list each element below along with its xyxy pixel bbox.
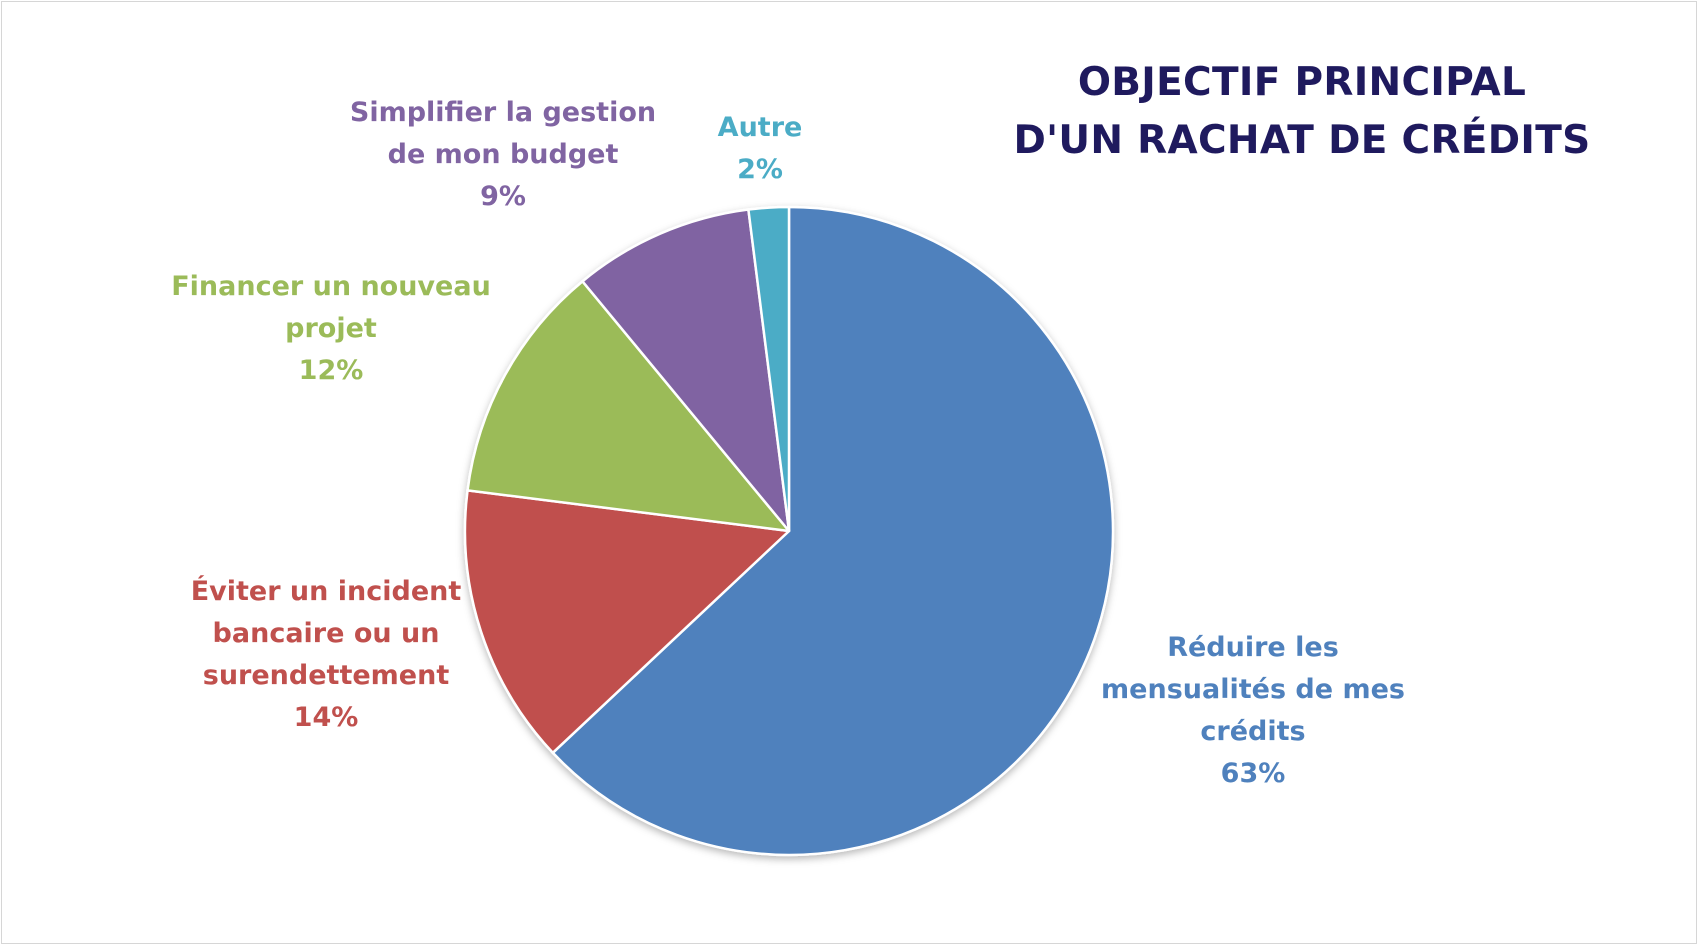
slice-value-autre: 2% xyxy=(737,154,783,185)
chart-title-line-2: D'UN RACHAT DE CRÉDITS xyxy=(1013,118,1591,163)
slice-label-reduire: Réduire les mensualités de mes crédits 6… xyxy=(1101,627,1405,795)
slice-label-financer-line-2: projet xyxy=(285,313,377,344)
pie-slice-reduire xyxy=(551,205,1115,857)
pie-slice-simplifier xyxy=(581,208,791,533)
pie-slice-eviter xyxy=(463,489,791,755)
slice-label-autre: Autre 2% xyxy=(718,107,803,191)
slice-label-eviter-line-1: Éviter un incident xyxy=(190,576,462,607)
slice-value-eviter: 14% xyxy=(293,702,359,733)
slice-label-autre-line-1: Autre xyxy=(717,112,803,143)
pie-slice-financer xyxy=(466,280,791,533)
slice-label-reduire-line-1: Réduire les xyxy=(1167,632,1339,663)
pie-slices xyxy=(463,205,1115,857)
slice-label-eviter-line-3: surendettement xyxy=(202,660,450,691)
slice-label-financer-line-1: Financer un nouveau xyxy=(171,271,491,302)
slice-label-simplifier: Simplifier la gestion de mon budget 9% xyxy=(350,92,656,218)
chart-title: OBJECTIF PRINCIPAL D'UN RACHAT DE CRÉDIT… xyxy=(1002,54,1602,170)
chart-title-line-1: OBJECTIF PRINCIPAL xyxy=(1077,60,1527,105)
slice-label-eviter: Éviter un incident bancaire ou un surend… xyxy=(191,571,462,739)
pie-slice-autre xyxy=(747,205,791,533)
slice-label-simplifier-line-1: Simplifier la gestion xyxy=(349,97,657,128)
slice-value-reduire: 63% xyxy=(1220,758,1286,789)
slice-label-reduire-line-3: crédits xyxy=(1200,716,1306,747)
slice-label-simplifier-line-2: de mon budget xyxy=(387,139,619,170)
slice-label-eviter-line-2: bancaire ou un xyxy=(212,618,440,649)
slice-label-financer: Financer un nouveau projet 12% xyxy=(171,266,491,392)
slice-label-reduire-line-2: mensualités de mes xyxy=(1101,674,1405,705)
slice-value-simplifier: 9% xyxy=(480,181,526,212)
slice-value-financer: 12% xyxy=(298,355,364,386)
